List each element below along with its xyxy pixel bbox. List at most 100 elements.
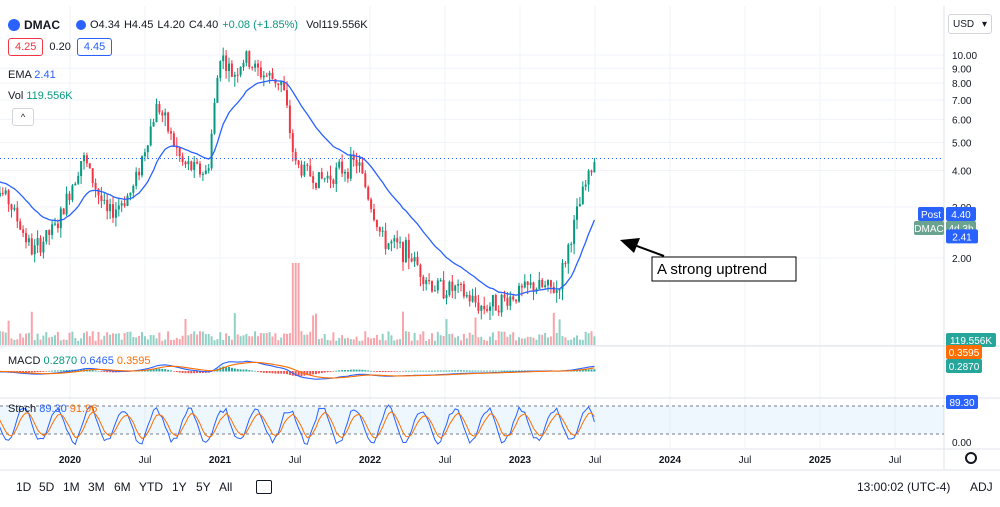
calendar-icon[interactable] [256,480,272,494]
candle-body [297,160,300,165]
volume-bar [262,333,265,345]
candle-body [45,230,48,242]
volume-bar [303,334,306,345]
candle-body [10,204,13,210]
macd-hist-bar [56,370,59,372]
macd-legend[interactable]: MACD 0.2870 0.6465 0.3595 [8,354,151,368]
volume-bar [384,340,387,345]
macd-hist-bar [578,369,581,372]
stoch-legend[interactable]: Stoch 89.30 91.96 [8,402,97,416]
volume-legend[interactable]: Vol 119.556K [8,89,73,103]
volume-bar [251,336,254,345]
candle-body [367,187,370,200]
volume-bar [361,340,364,345]
volume-bar [378,339,381,345]
timeframe-3m[interactable]: 3M [88,480,105,494]
candle-body [529,282,532,285]
volume-bar [51,336,54,345]
macd-hist-bar [381,371,384,372]
macd-hist-bar [39,371,42,372]
macd-axis-tag-b: 0.2870 [946,359,982,373]
volume-bar [94,340,97,345]
volume-bar [503,331,506,345]
bid-price[interactable]: 4.25 [8,38,44,56]
candle-body [532,282,535,292]
candle-body [228,63,230,71]
timeframe-all[interactable]: All [219,480,233,494]
clock-text[interactable]: 13:00:02 (UTC-4) [857,480,951,494]
macd-hist-bar [428,370,431,372]
candle-body [404,239,407,263]
volume-bar [239,336,242,345]
macd-hist-bar [335,370,338,372]
volume-bar [65,339,68,345]
ask-price[interactable]: 4.45 [76,38,113,56]
volume-bar [158,332,161,345]
candle-body [387,243,390,249]
volume-bar [271,336,274,345]
ema-legend[interactable]: EMA 2.41 [8,68,56,82]
volume-bar [39,339,42,345]
candle-body [457,284,460,286]
macd-hist-bar [62,370,65,372]
annotation-arrow-shaft [633,244,665,257]
volume-bar [112,333,114,345]
candle-body [39,238,42,253]
volume-bar [236,334,239,345]
macd-hist-bar [486,370,489,372]
candle-body [16,207,19,222]
macd-hist-bar [491,370,494,372]
candle-body [349,154,352,179]
macd-hist-bar [497,370,500,372]
candle-body [152,122,155,127]
volume-bar [170,339,172,345]
candle-body [199,163,201,175]
time-tick-label: 2023 [509,455,532,466]
timeframe-1d[interactable]: 1D [16,480,32,494]
volume-bar [390,335,393,345]
stoch-axis-tag-bg [946,395,978,409]
volume-bar [373,338,375,345]
macd-hist-bar [367,370,370,372]
time-tick-label: 2020 [59,455,82,466]
adj-toggle[interactable]: ADJ [970,480,993,494]
candle-body [320,172,323,179]
macd-hist-bar [373,371,375,372]
gear-icon[interactable] [965,452,977,464]
price-tick-label: 7.00 [952,96,972,107]
timeframe-6m[interactable]: 6M [114,480,131,494]
macd-hist-bar [288,371,291,375]
volume-bar [419,334,422,345]
candle-body [303,164,306,176]
candle-body [36,238,39,246]
volume-bar [532,337,535,345]
collapse-legend-button[interactable]: ^ [12,108,34,126]
macd-hist-bar [170,370,172,372]
candle-body [474,295,477,303]
macd-hist-bar [471,370,474,372]
timeframe-5d[interactable]: 5D [39,480,55,494]
volume-bar [207,334,210,345]
symbol-name[interactable]: DMAC [24,18,60,32]
macd-value-3: 0.3595 [116,355,151,367]
post-tag-text: Post [921,210,941,221]
timeframe-1m[interactable]: 1M [63,480,80,494]
currency-selector[interactable]: USD ▾ [948,14,992,34]
macd-hist-bar [33,371,36,373]
volume-bar [506,336,509,345]
candle-body [254,63,257,68]
timeframe-5y[interactable]: 5Y [196,480,211,494]
volume-bar [286,333,288,345]
vol-label: Vol [8,90,24,102]
candle-body [512,296,515,300]
volume-bar [425,340,428,345]
candle-body [288,105,291,134]
volume-bar [541,334,544,345]
volume-bar [0,331,1,345]
timeframe-ytd[interactable]: YTD [139,480,163,494]
timeframe-1y[interactable]: 1Y [172,480,187,494]
candle-body [257,63,259,68]
macd-hist-bar [370,370,373,372]
